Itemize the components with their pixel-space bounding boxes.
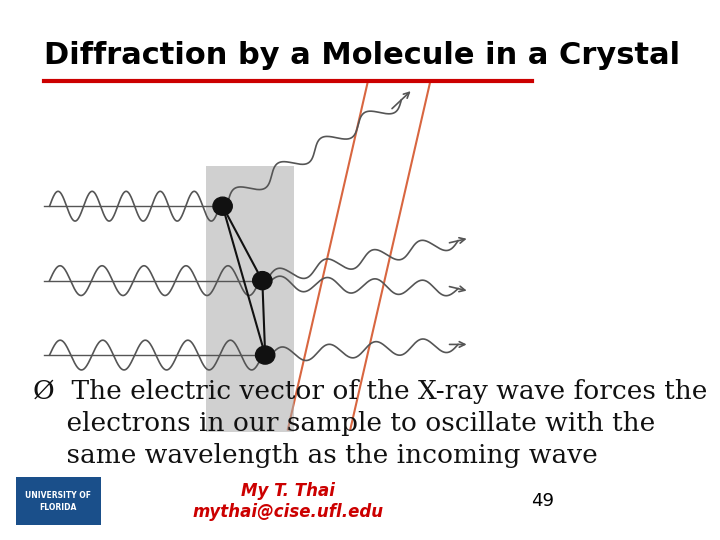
Bar [206,166,294,432]
Circle shape [253,272,272,289]
Text: Ø  The electric vector of the X-ray wave forces the: Ø The electric vector of the X-ray wave … [32,379,707,404]
Text: same wavelength as the incoming wave: same wavelength as the incoming wave [32,443,598,468]
Text: mythai@cise.ufl.edu: mythai@cise.ufl.edu [192,503,384,521]
Text: electrons in our sample to oscillate with the: electrons in our sample to oscillate wit… [32,411,654,436]
Text: Diffraction by a Molecule in a Crystal: Diffraction by a Molecule in a Crystal [44,42,680,70]
Bar [16,477,101,525]
Text: My T. Thai: My T. Thai [241,482,335,500]
Circle shape [256,346,275,364]
Text: 49: 49 [531,492,554,510]
Text: UNIVERSITY OF
FLORIDA: UNIVERSITY OF FLORIDA [25,491,91,512]
Circle shape [213,197,233,215]
